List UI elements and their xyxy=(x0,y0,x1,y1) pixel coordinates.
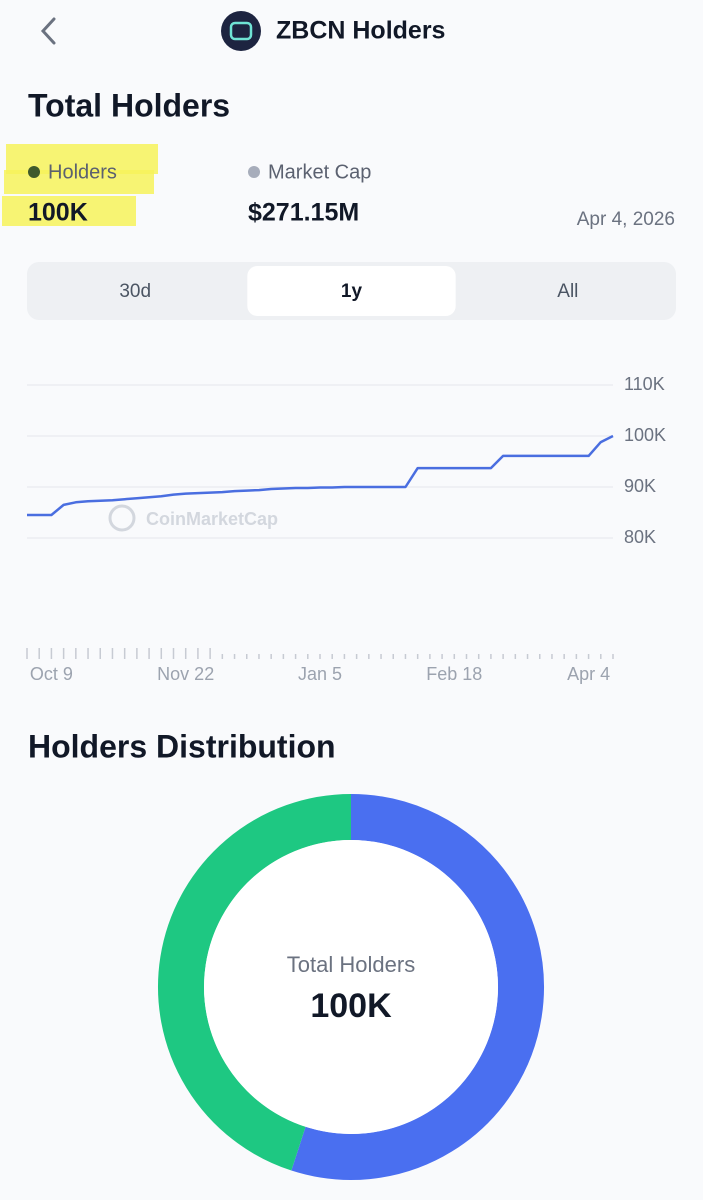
tab[interactable]: 1y xyxy=(341,281,363,302)
metric-value: 100K xyxy=(28,199,88,227)
donut-segment xyxy=(158,794,352,1171)
token-logo-mark xyxy=(229,21,253,41)
metric-label: Market Cap xyxy=(268,161,371,183)
metric-value: $271.15M xyxy=(248,199,359,227)
page-title: ZBCN Holders xyxy=(276,17,445,45)
y-tick-label: 100K xyxy=(624,425,666,445)
x-tick-label: Jan 5 xyxy=(298,664,342,684)
tab[interactable]: All xyxy=(557,281,578,302)
tabs: 30d 1y All xyxy=(119,266,578,316)
legend-dot xyxy=(248,166,260,178)
y-tick-label: 90K xyxy=(624,476,656,496)
date: Apr 4, 2026 xyxy=(577,209,675,230)
x-tick-label: Nov 22 xyxy=(157,664,214,684)
donut-value: 100K xyxy=(310,987,392,1025)
watermark: CoinMarketCap xyxy=(108,504,278,532)
watermark-text: CoinMarketCap xyxy=(146,509,278,529)
donut-chart xyxy=(158,794,544,1180)
tab[interactable]: 30d xyxy=(119,281,151,302)
section-title: Holders Distribution xyxy=(28,728,336,764)
tab-active xyxy=(247,266,456,316)
x-tick-label: Apr 4 xyxy=(567,664,610,684)
y-tick-label: 110K xyxy=(624,374,665,394)
donut-label: Total Holders xyxy=(287,952,415,977)
donut-segment xyxy=(291,794,544,1180)
section-title: Total Holders xyxy=(28,87,230,123)
legend-dot xyxy=(28,166,40,178)
line-chart: CoinMarketCap 80K 90K 100K 110K Oct 9 Nov 22 J… xyxy=(26,374,666,684)
donut-hole xyxy=(204,840,498,1134)
metrics: Holders 100K Market Cap $271.15M xyxy=(28,161,371,227)
x-tick-label: Feb 18 xyxy=(426,664,482,684)
x-tick-label: Oct 9 xyxy=(30,664,73,684)
token-logo xyxy=(221,11,261,51)
back-button[interactable] xyxy=(40,17,56,45)
highlight xyxy=(2,196,136,226)
y-tick-label: 80K xyxy=(624,527,656,547)
line-series xyxy=(27,434,614,517)
metric-label: Holders xyxy=(48,161,117,183)
